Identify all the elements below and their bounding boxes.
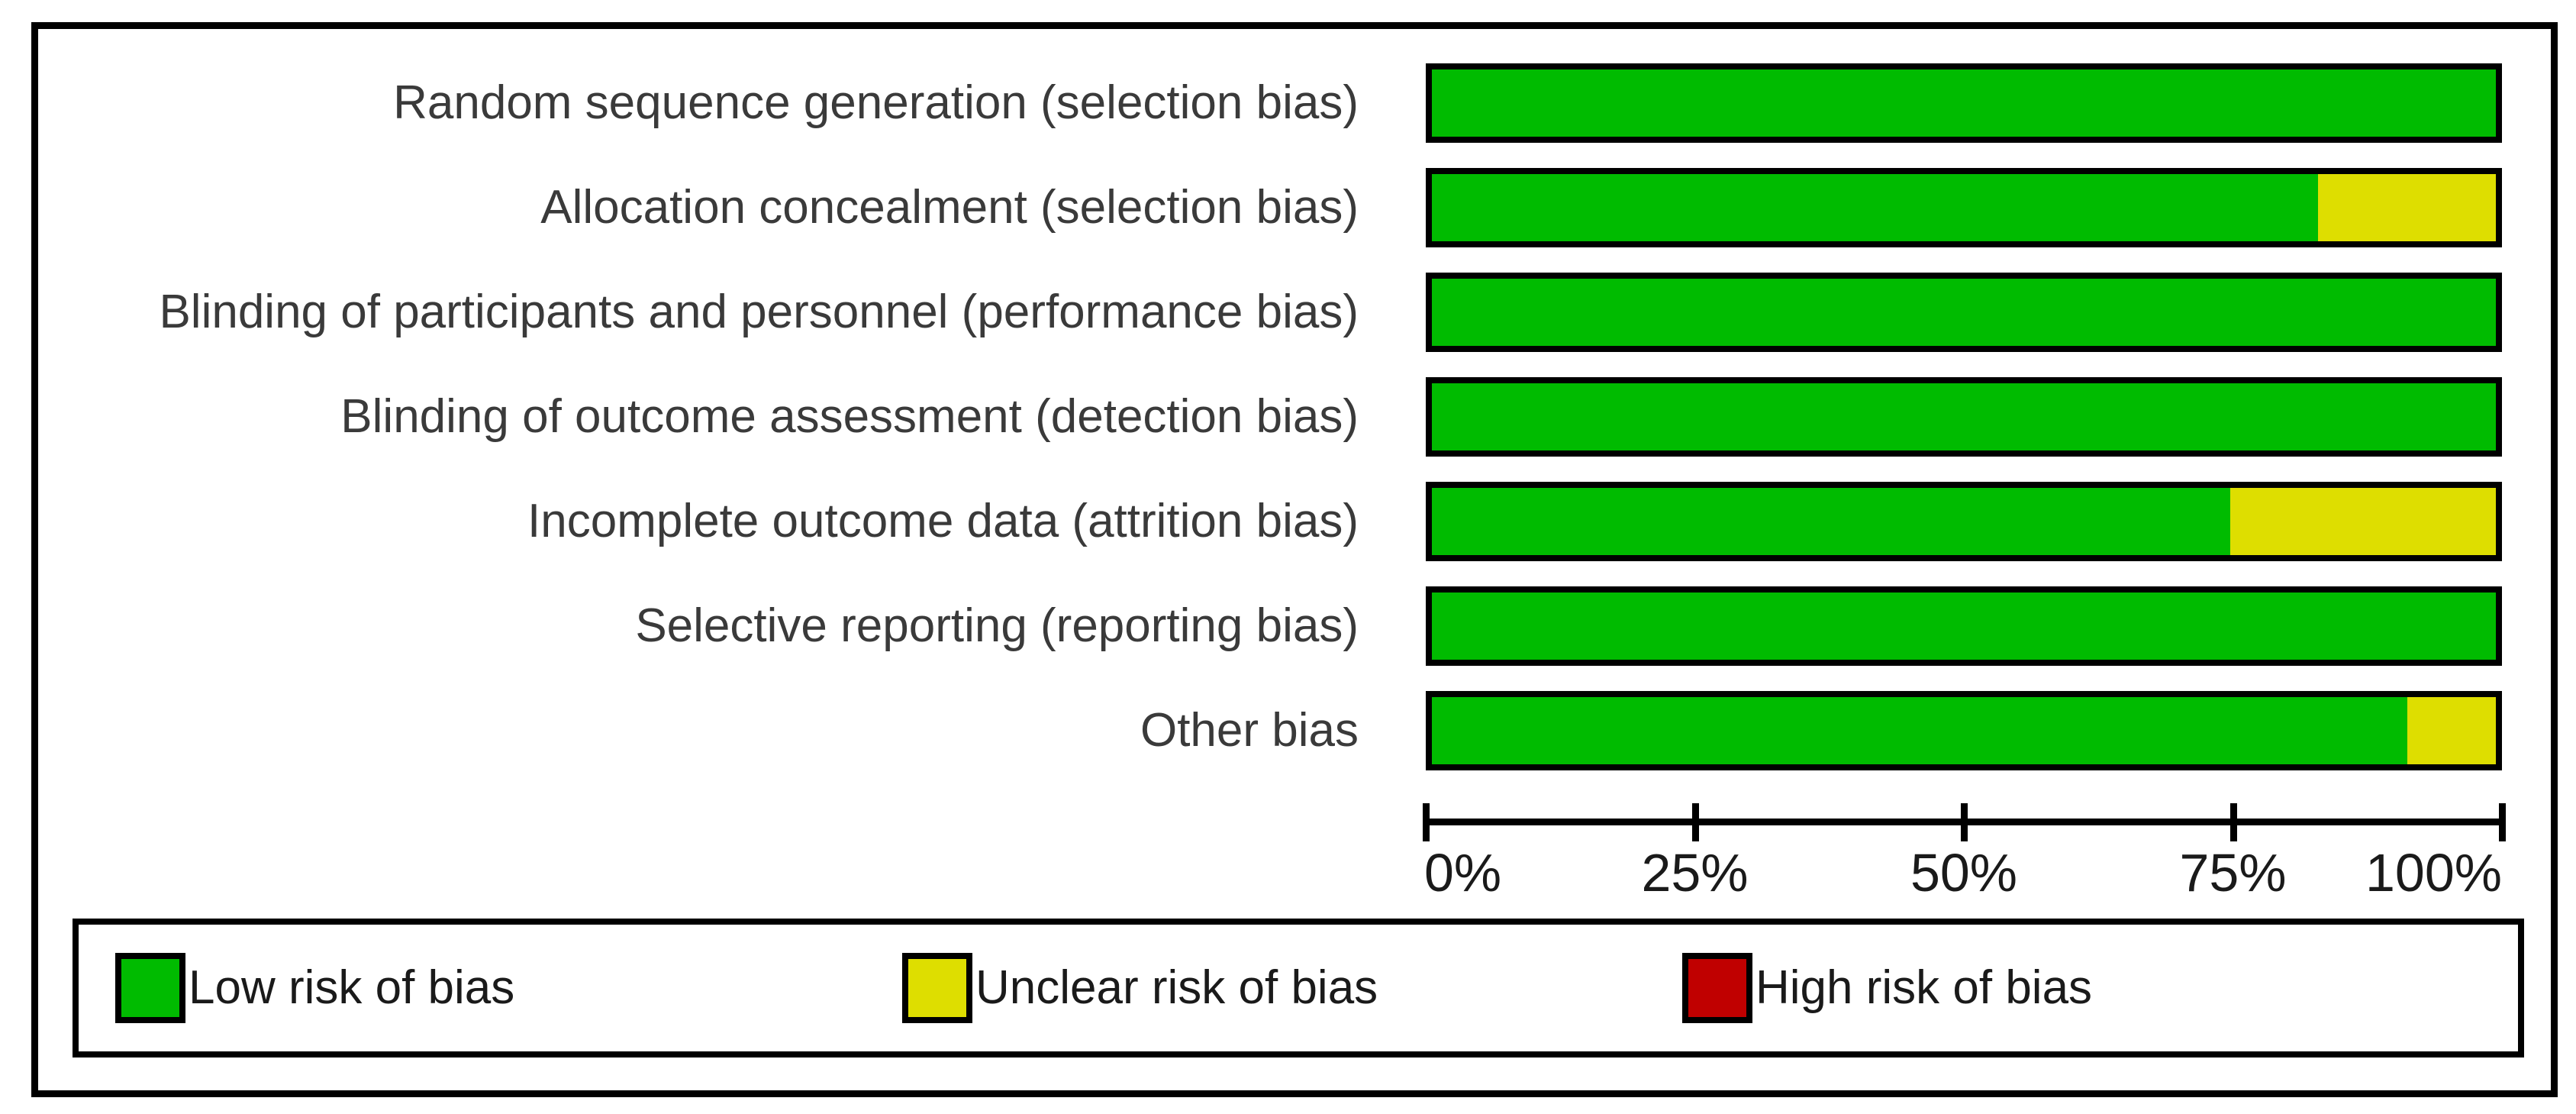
risk-bar <box>1426 63 2502 143</box>
bar-segment-low <box>1432 488 2230 555</box>
x-axis-tick-label: 75% <box>2179 843 2287 903</box>
bar-segment-low <box>1432 593 2496 660</box>
row-label: Blinding of outcome assessment (detectio… <box>340 390 1359 443</box>
bar-segment-low <box>1432 383 2496 450</box>
bar-segment-unclear <box>2229 488 2496 555</box>
x-axis-tick-label: 50% <box>1910 843 2018 903</box>
bar-segment-low <box>1432 279 2496 346</box>
x-axis-tick <box>1423 803 1430 841</box>
x-axis-tick <box>1961 803 1968 841</box>
x-axis-tick <box>2229 803 2237 841</box>
row-label: Random sequence generation (selection bi… <box>393 76 1359 129</box>
chart-row: Incomplete outcome data (attrition bias) <box>0 482 2576 586</box>
risk-bar <box>1426 377 2502 457</box>
bar-segment-low <box>1432 697 2408 764</box>
risk-bar <box>1426 691 2502 770</box>
risk-bar <box>1426 168 2502 247</box>
legend-box <box>73 919 2524 1057</box>
bar-segment-unclear <box>2318 174 2496 241</box>
chart-row: Allocation concealment (selection bias) <box>0 168 2576 273</box>
risk-bar <box>1426 482 2502 561</box>
bar-segment-low <box>1432 69 2496 137</box>
bar-segment-low <box>1432 174 2319 241</box>
legend-label-high-risk: High risk of bias <box>1755 961 2093 1014</box>
x-axis-tick-label: 100% <box>2365 843 2502 903</box>
chart-row: Other bias <box>0 691 2576 796</box>
x-axis-tick-label: 0% <box>1424 843 1502 903</box>
row-label: Incomplete outcome data (attrition bias) <box>527 495 1359 547</box>
row-label: Blinding of participants and personnel (… <box>159 286 1359 338</box>
chart-row: Random sequence generation (selection bi… <box>0 63 2576 168</box>
row-label: Selective reporting (reporting bias) <box>635 599 1359 652</box>
legend-label-low-risk: Low risk of bias <box>189 961 515 1014</box>
bar-segment-unclear <box>2407 697 2496 764</box>
chart-row: Blinding of participants and personnel (… <box>0 273 2576 377</box>
x-axis-tick <box>2499 803 2506 841</box>
chart-row: Selective reporting (reporting bias) <box>0 586 2576 691</box>
risk-bar <box>1426 273 2502 352</box>
chart-row: Blinding of outcome assessment (detectio… <box>0 377 2576 482</box>
low-risk-swatch <box>115 953 185 1023</box>
risk-bar <box>1426 586 2502 666</box>
unclear-risk-swatch <box>902 953 972 1023</box>
high-risk-swatch <box>1682 953 1752 1023</box>
figure-border <box>31 22 2558 1097</box>
row-label: Allocation concealment (selection bias) <box>540 181 1359 234</box>
x-axis-tick-label: 25% <box>1641 843 1749 903</box>
legend-label-unclear-risk: Unclear risk of bias <box>975 961 1378 1014</box>
x-axis-tick <box>1691 803 1699 841</box>
row-label: Other bias <box>1140 704 1359 757</box>
